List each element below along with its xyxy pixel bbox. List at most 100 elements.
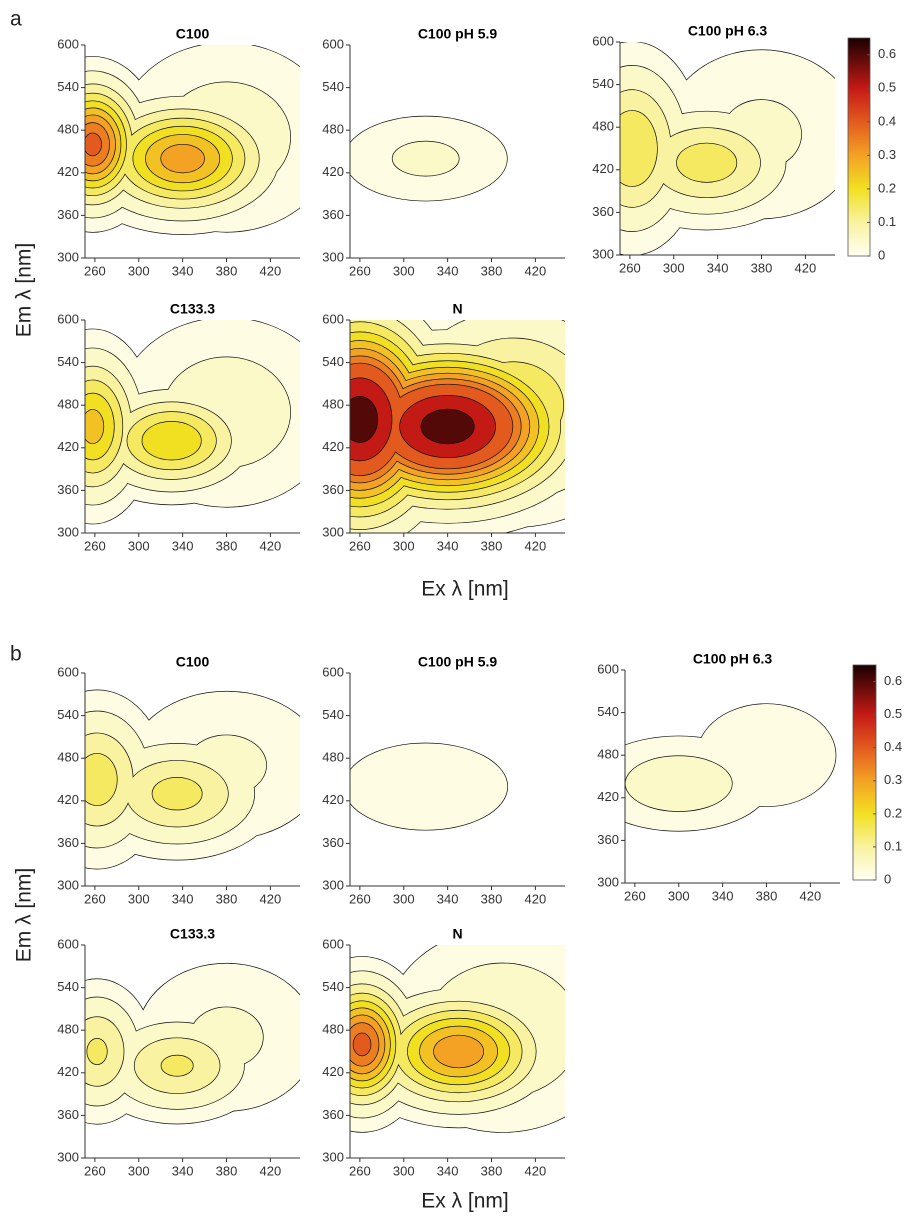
y-tick-label: 360	[597, 832, 619, 847]
x-tick-label: 340	[707, 260, 729, 275]
y-tick-label: 480	[592, 119, 614, 134]
y-tick-label: 540	[57, 979, 79, 994]
contour-fill	[85, 753, 117, 806]
x-tick-label: 420	[260, 891, 282, 906]
plot-title: C133.3	[170, 301, 215, 317]
x-tick-label: 340	[437, 891, 459, 906]
x-tick-label: 260	[84, 1163, 106, 1178]
y-tick-label: 480	[57, 1022, 79, 1037]
colorbar	[847, 37, 871, 257]
x-tick-label: 340	[172, 538, 194, 553]
x-tick-label: 420	[525, 1163, 547, 1178]
x-tick-label: 340	[437, 263, 459, 278]
contour-fill	[152, 777, 202, 810]
y-tick-label: 420	[57, 792, 79, 807]
y-tick-label: 600	[57, 311, 79, 326]
y-tick-label: 540	[322, 354, 344, 369]
contour-fill	[87, 1038, 107, 1065]
contour-fill	[350, 743, 508, 830]
y-tick-label: 360	[322, 1107, 344, 1122]
x-tick-label: 380	[751, 260, 773, 275]
colorbar-tick-label: 0.3	[884, 772, 902, 787]
y-tick-label: 540	[57, 354, 79, 369]
y-tick-label: 300	[322, 249, 344, 264]
y-tick-label: 420	[322, 164, 344, 179]
contour-fill	[161, 144, 205, 173]
x-tick-label: 300	[128, 891, 150, 906]
y-tick-label: 300	[57, 524, 79, 539]
colorbar-tick-label: 0.4	[884, 739, 902, 754]
contour-plot	[350, 945, 565, 1133]
x-tick-label: 340	[172, 1163, 194, 1178]
colorbar-tick-label: 0	[884, 871, 891, 886]
x-tick-label: 380	[216, 1163, 238, 1178]
colorbar-tick-label: 0.5	[884, 706, 902, 721]
y-tick-label: 480	[57, 397, 79, 412]
x-tick-label: 420	[525, 263, 547, 278]
y-tick-label: 600	[322, 311, 344, 326]
x-tick-label: 260	[619, 260, 641, 275]
y-tick-label: 360	[57, 207, 79, 222]
plot-title: C133.3	[170, 926, 215, 942]
y-axis-label: Em λ [nm]	[13, 868, 36, 963]
x-tick-label: 340	[172, 891, 194, 906]
colorbar-tick-label: 0.2	[884, 805, 902, 820]
y-tick-label: 360	[57, 482, 79, 497]
y-tick-label: 300	[57, 249, 79, 264]
x-tick-label: 260	[349, 1163, 371, 1178]
y-tick-label: 600	[57, 936, 79, 951]
contour-fill	[620, 110, 658, 187]
contour-plot	[85, 320, 300, 525]
x-tick-label: 260	[84, 891, 106, 906]
x-tick-label: 300	[128, 538, 150, 553]
plot-title: C100 pH 5.9	[418, 26, 498, 42]
x-tick-label: 260	[84, 538, 106, 553]
contour-plot	[620, 42, 835, 255]
x-tick-label: 380	[481, 263, 503, 278]
plot-title: N	[452, 926, 462, 942]
y-tick-label: 600	[597, 661, 619, 676]
plot-title: C100	[176, 26, 210, 42]
x-axis-label: Ex λ [nm]	[421, 578, 509, 601]
contour-fill	[392, 141, 459, 176]
plot-title: C100 pH 6.3	[688, 23, 768, 39]
contour-fill	[85, 409, 104, 444]
plot-title: C100 pH 5.9	[418, 654, 498, 670]
colorbar-tick-label: 0.4	[878, 113, 896, 128]
x-tick-label: 420	[260, 1163, 282, 1178]
contour-fill	[421, 409, 474, 444]
y-tick-label: 480	[597, 747, 619, 762]
panel-label: a	[10, 8, 22, 31]
y-tick-label: 360	[322, 482, 344, 497]
y-tick-label: 600	[322, 936, 344, 951]
y-tick-label: 600	[57, 664, 79, 679]
y-tick-label: 360	[57, 1107, 79, 1122]
y-tick-label: 420	[597, 789, 619, 804]
y-tick-label: 300	[597, 874, 619, 889]
colorbar-tick-label: 0.1	[884, 838, 902, 853]
y-tick-label: 540	[597, 704, 619, 719]
x-tick-label: 420	[525, 891, 547, 906]
contour-fill	[433, 1035, 484, 1068]
x-tick-label: 300	[393, 538, 415, 553]
x-tick-label: 340	[712, 888, 734, 903]
x-tick-label: 300	[393, 263, 415, 278]
y-tick-label: 420	[322, 439, 344, 454]
plot-title: C100	[176, 654, 210, 670]
contour-plot	[350, 115, 508, 202]
x-tick-label: 420	[795, 260, 817, 275]
y-tick-label: 600	[322, 36, 344, 51]
contour-fill	[85, 133, 102, 156]
y-tick-label: 420	[57, 1064, 79, 1079]
y-tick-label: 600	[57, 36, 79, 51]
y-tick-label: 480	[322, 397, 344, 412]
colorbar-tick-label: 0	[878, 247, 885, 262]
y-tick-label: 300	[322, 1149, 344, 1164]
y-tick-label: 420	[57, 164, 79, 179]
contour-plot	[625, 703, 837, 832]
y-tick-label: 480	[57, 122, 79, 137]
plot-title: N	[452, 301, 462, 317]
x-tick-label: 340	[437, 1163, 459, 1178]
y-tick-label: 300	[57, 1149, 79, 1164]
